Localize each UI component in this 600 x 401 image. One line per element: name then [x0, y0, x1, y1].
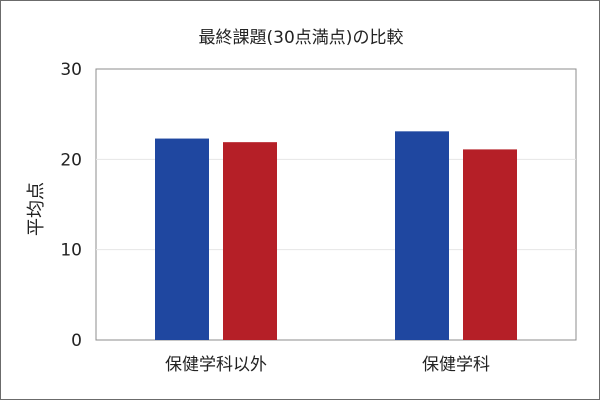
x-category-label: 保健学科: [422, 355, 490, 375]
bar: [463, 149, 517, 340]
y-tick-label: 20: [60, 150, 82, 170]
y-tick-label: 30: [60, 60, 82, 80]
chart-title: 最終課題(30点満点)の比較: [198, 28, 404, 48]
bar: [395, 131, 449, 340]
x-category-label: 保健学科以外: [165, 355, 267, 375]
y-tick-label: 0: [71, 331, 82, 351]
y-tick-label: 10: [60, 241, 82, 261]
bar: [223, 142, 277, 340]
bar: [155, 138, 209, 340]
